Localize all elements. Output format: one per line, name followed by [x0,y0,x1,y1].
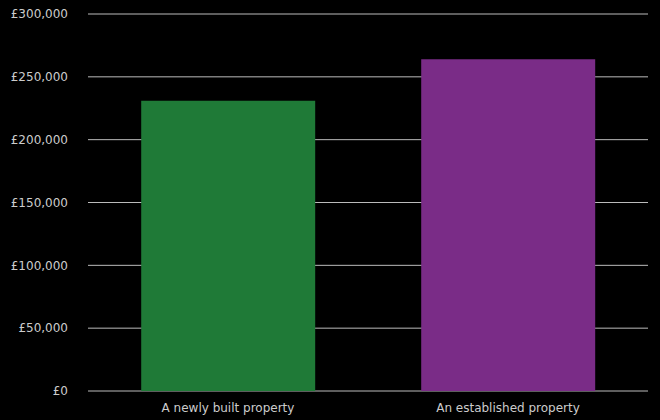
svg-text:An established property: An established property [436,401,580,415]
svg-text:£0: £0 [53,384,68,398]
svg-text:£200,000: £200,000 [11,133,68,147]
svg-text:A newly built property: A newly built property [162,401,295,415]
svg-text:£150,000: £150,000 [11,196,68,210]
svg-text:£250,000: £250,000 [11,70,68,84]
svg-text:£100,000: £100,000 [11,259,68,273]
svg-text:£50,000: £50,000 [18,321,68,335]
svg-text:£300,000: £300,000 [11,7,68,21]
